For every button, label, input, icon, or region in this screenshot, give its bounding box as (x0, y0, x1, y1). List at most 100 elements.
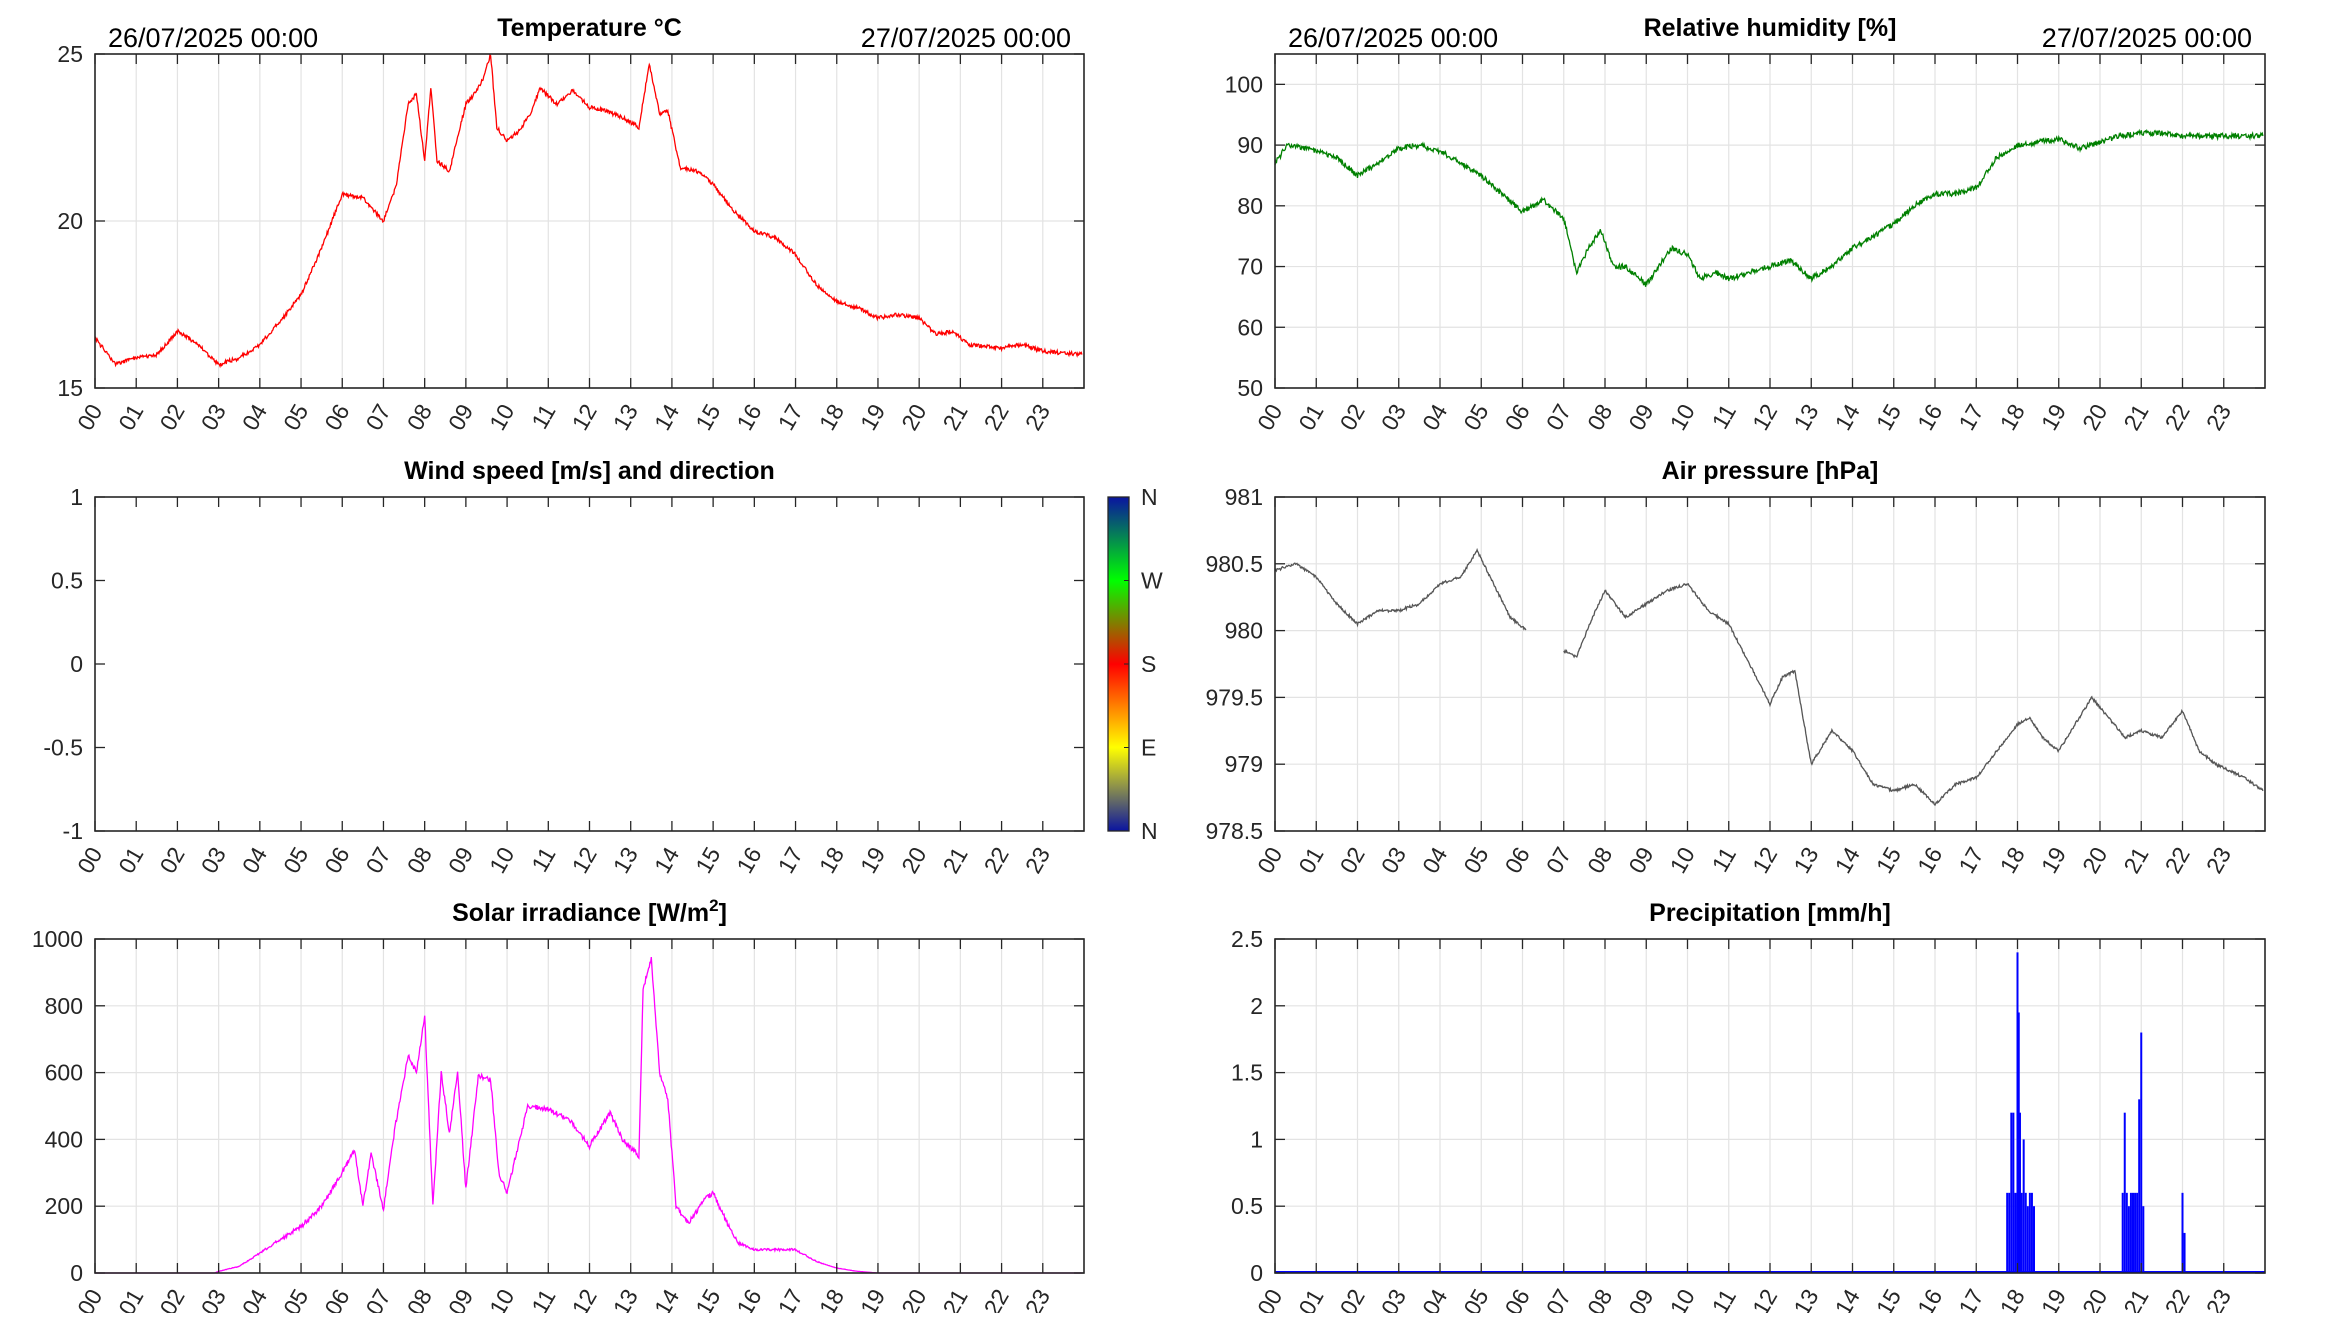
precip-bar (2125, 1192, 2128, 1273)
x-tick-label: 08 (402, 400, 437, 435)
x-tick-label: 09 (1623, 843, 1658, 878)
precip-bar (2008, 1192, 2011, 1273)
x-tick-label: 11 (526, 843, 560, 877)
x-tick-label: 04 (1417, 399, 1452, 434)
y-tick-label: 70 (1237, 254, 1263, 280)
chart-title: Temperature °C (497, 14, 682, 42)
x-tick-label: 21 (2118, 400, 2153, 435)
x-tick-label: 17 (773, 1285, 808, 1314)
chart-precipitation: 00 01 02 03 04 05 06 07 08 09 10 11 12 13 14 15 16 17 18 19… (1231, 899, 2266, 1318)
x-tick-label: 07 (1541, 1285, 1576, 1314)
x-tick-label: 06 (1500, 843, 1535, 878)
precip-bar (2017, 1012, 2020, 1273)
y-tick-label: 0.5 (1231, 1193, 1263, 1219)
x-tick-label: 16 (1912, 843, 1947, 878)
precip-bar (2127, 1206, 2130, 1273)
precip-bar (2022, 1139, 2025, 1273)
y-tick-label: 0 (1250, 1260, 1263, 1286)
x-tick-label: 08 (402, 843, 437, 878)
x-tick-label: 19 (2036, 400, 2071, 435)
x-tick-label: 15 (690, 1285, 725, 1314)
precip-bar (2138, 1099, 2141, 1273)
x-tick-label: 22 (2160, 400, 2195, 435)
x-tick-label: 14 (649, 842, 684, 877)
colorbar-label: S (1141, 651, 1156, 677)
precip-bar (2010, 1112, 2013, 1273)
x-tick-label: 02 (154, 400, 189, 435)
x-tick-label: 00 (72, 843, 107, 878)
x-tick-label: 00 (72, 400, 107, 435)
x-tick-label: 19 (855, 400, 890, 435)
x-tick-label: 12 (1747, 1285, 1782, 1314)
data-line-humidity (1274, 128, 2264, 287)
x-tick-label: 06 (319, 1285, 354, 1314)
chart-solar: 00 01 02 03 04 05 06 07 08 09 10 11 12 13 14 15 16 17 18 19… (32, 896, 1085, 1318)
y-tick-label: 90 (1237, 132, 1263, 158)
x-tick-label: 17 (773, 400, 808, 435)
y-tick-label: 0 (70, 1260, 83, 1286)
chart-pressure: 00 01 02 03 04 05 06 07 08 09 10 11 12 13 14 15 16 17 18 19… (1205, 457, 2266, 878)
x-tick-label: 08 (1582, 400, 1617, 435)
x-tick-label: 01 (113, 843, 148, 878)
precip-bar (2132, 1192, 2134, 1273)
x-tick-label: 04 (237, 842, 272, 877)
chart-wind: 00 01 02 03 04 05 06 07 08 09 10 11 12 13 14 15 16 17 18 19… (43, 457, 1163, 878)
y-tick-label: 200 (45, 1193, 83, 1219)
x-tick-label: 13 (1788, 1285, 1823, 1314)
x-tick-label: 07 (360, 1285, 395, 1314)
x-tick-label: 12 (567, 400, 602, 435)
precip-bar (2134, 1192, 2137, 1273)
precip-bar (2024, 1192, 2027, 1273)
chart-title: Solar irradiance [W/m2] (452, 896, 727, 927)
precip-bar (2136, 1192, 2139, 1273)
x-tick-label: 04 (237, 1284, 272, 1313)
x-tick-label: 10 (484, 843, 519, 878)
precip-bar (2016, 952, 2019, 1273)
x-tick-label: 23 (2201, 843, 2236, 878)
x-tick-label: 14 (1830, 399, 1865, 434)
x-tick-label: 12 (567, 1285, 602, 1314)
precip-bar (2183, 1232, 2186, 1273)
x-tick-label: 18 (814, 400, 849, 435)
data-line-temperature (94, 53, 1083, 369)
x-tick-label: 09 (443, 843, 478, 878)
x-tick-label: 18 (1995, 400, 2030, 435)
x-tick-label: 23 (1020, 400, 1055, 435)
y-tick-label: 979 (1225, 751, 1263, 777)
y-tick-label: 80 (1237, 193, 1263, 219)
precip-bar (2030, 1192, 2033, 1273)
y-tick-label: 50 (1237, 375, 1263, 401)
x-tick-label: 14 (1830, 842, 1865, 877)
x-tick-label: 11 (1707, 400, 1741, 434)
chart-title: Wind speed [m/s] and direction (404, 457, 775, 485)
x-tick-label: 22 (979, 842, 1014, 877)
colorbar-label: N (1141, 818, 1158, 844)
x-tick-label: 23 (2201, 1285, 2236, 1314)
x-tick-label: 10 (1665, 843, 1700, 878)
x-tick-label: 20 (2077, 1285, 2112, 1314)
x-tick-label: 07 (1541, 843, 1576, 878)
y-tick-label: 0.5 (51, 568, 83, 594)
x-tick-label: 10 (1665, 1285, 1700, 1314)
x-tick-label: 08 (1582, 843, 1617, 878)
y-tick-label: 20 (57, 208, 83, 234)
x-tick-label: 14 (1830, 1284, 1865, 1313)
x-tick-label: 16 (731, 400, 766, 435)
x-tick-label: 03 (196, 843, 231, 878)
x-tick-label: 10 (1665, 400, 1700, 435)
y-tick-label: 100 (1225, 71, 1263, 97)
y-tick-label: 800 (45, 993, 83, 1019)
x-tick-label: 20 (2077, 843, 2112, 878)
x-tick-label: 18 (1995, 843, 2030, 878)
x-tick-label: 00 (1252, 843, 1287, 878)
x-tick-label: 14 (649, 399, 684, 434)
x-tick-label: 00 (1252, 1285, 1287, 1314)
y-tick-label: 2.5 (1231, 926, 1263, 952)
x-tick-label: 18 (814, 843, 849, 878)
chart-title: Relative humidity [%] (1644, 14, 1897, 42)
colorbar-label: N (1141, 484, 1158, 510)
x-tick-label: 11 (1707, 843, 1741, 877)
x-tick-label: 10 (484, 400, 519, 435)
x-tick-label: 15 (1871, 843, 1906, 878)
x-tick-label: 20 (896, 1285, 931, 1314)
